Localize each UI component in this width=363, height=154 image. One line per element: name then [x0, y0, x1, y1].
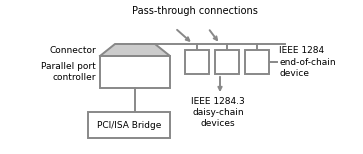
Text: Pass-through connections: Pass-through connections [132, 6, 258, 16]
Text: IEEE 1284
end-of-chain
device: IEEE 1284 end-of-chain device [279, 46, 336, 78]
Text: PCI/ISA Bridge: PCI/ISA Bridge [97, 120, 161, 130]
Bar [245, 50, 269, 74]
Text: IEEE 1284.3
daisy-chain
devices: IEEE 1284.3 daisy-chain devices [191, 97, 245, 128]
Bar [88, 112, 170, 138]
Bar [100, 56, 170, 88]
Text: Parallel port
controller: Parallel port controller [41, 62, 96, 82]
Bar [185, 50, 209, 74]
Text: Connector: Connector [49, 45, 96, 55]
Polygon shape [100, 44, 170, 56]
Bar [215, 50, 239, 74]
